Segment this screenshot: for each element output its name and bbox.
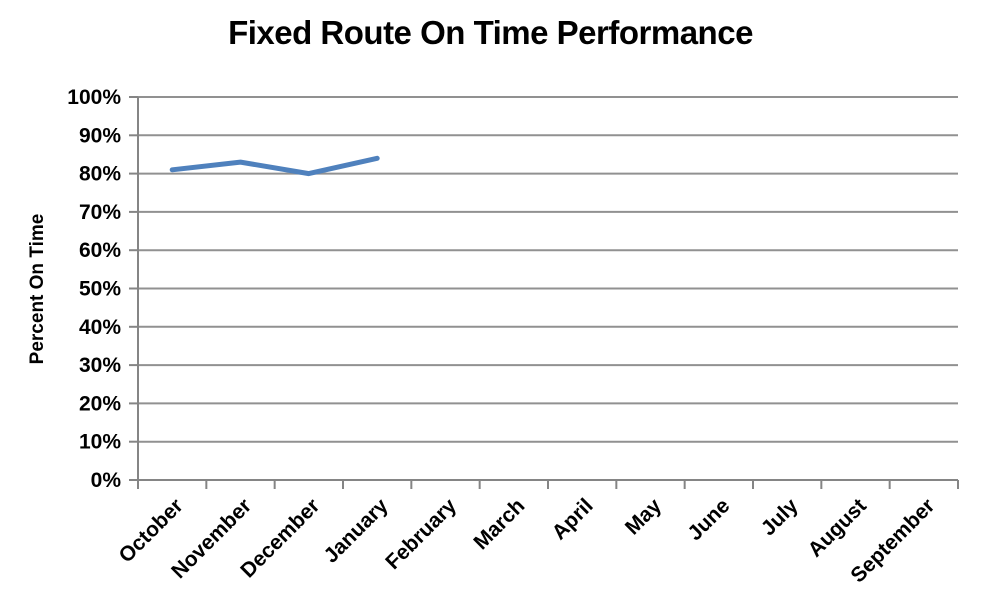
y-tick-label: 40%: [79, 316, 121, 339]
data-series-line: [169, 155, 380, 177]
y-tick-label: 100%: [67, 86, 121, 109]
y-tick-label: 60%: [79, 239, 121, 262]
chart-title: Fixed Route On Time Performance: [228, 14, 753, 51]
y-tick-label: 50%: [79, 278, 121, 301]
y-tick-label: 70%: [79, 201, 121, 224]
y-tick-label: 90%: [79, 124, 121, 147]
x-tick-label: June: [683, 494, 734, 545]
x-tick-label: February: [381, 494, 461, 574]
y-tick-label: 0%: [91, 469, 122, 492]
x-tick-label: March: [469, 494, 529, 554]
y-tick-label: 30%: [79, 354, 121, 377]
x-tick-label: July: [757, 494, 803, 540]
y-tick-label: 10%: [79, 431, 121, 454]
x-tick-label: August: [804, 494, 871, 561]
y-tick-label: 20%: [79, 392, 121, 415]
x-tick-label: May: [621, 494, 666, 539]
x-tick-label: April: [548, 494, 598, 544]
y-tick-label: 80%: [79, 163, 121, 186]
